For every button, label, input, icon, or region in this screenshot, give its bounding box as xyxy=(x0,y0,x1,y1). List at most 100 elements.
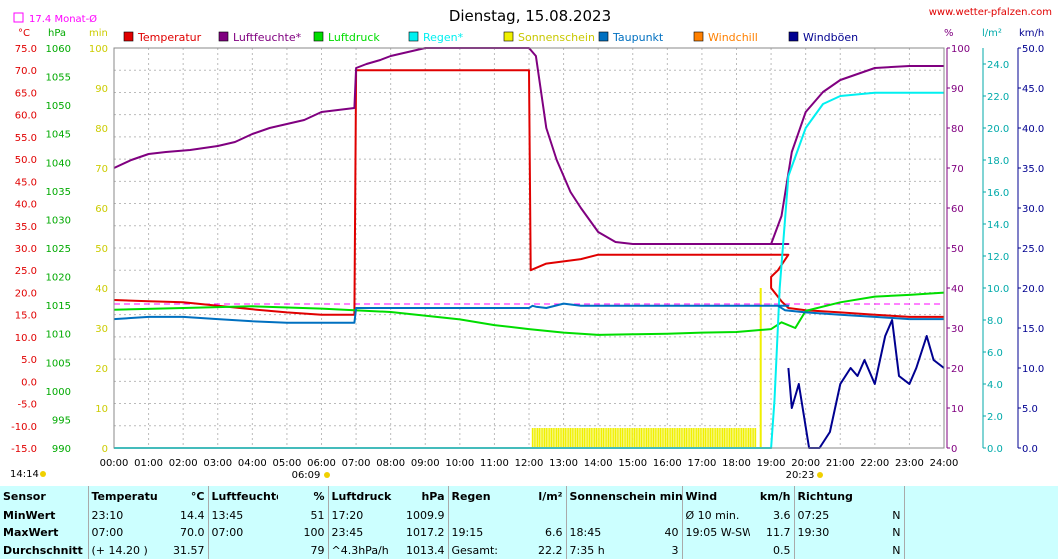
y-tick-label-press: 1035 xyxy=(46,187,71,198)
y-tick-label-rain: 22.0 xyxy=(987,92,1009,103)
dir-time xyxy=(793,541,855,559)
y-tick-label-temp: 70.0 xyxy=(15,66,37,77)
legend-swatch xyxy=(693,31,704,42)
y-tick-label-press: 1020 xyxy=(46,273,71,284)
y-tick-label-pct: 100 xyxy=(951,44,970,55)
y-tick-label-press: 990 xyxy=(52,444,71,455)
x-tick-label: 16:00 xyxy=(653,458,682,469)
y-tick-label-sun: 90 xyxy=(95,84,108,95)
stats-table: Sensor Temperatur °C Luftfeuchte % Luftd… xyxy=(0,486,1058,559)
hdr-press-unit: hPa xyxy=(421,489,445,503)
y-tick-label-temp: -10.0 xyxy=(11,422,37,433)
row-label: MaxWert xyxy=(3,526,59,540)
y-tick-label-press: 1010 xyxy=(46,330,71,341)
legend-label: Taupunkt xyxy=(612,31,664,44)
hum-time xyxy=(207,541,278,559)
x-tick-label: 22:00 xyxy=(860,458,889,469)
y-tick-label-temp: 65.0 xyxy=(15,88,37,99)
x-tick-label: 02:00 xyxy=(169,458,198,469)
stats-row-min: MinWert 23:10 14.4 13:45 51 17:20 1009.9… xyxy=(0,506,1058,525)
x-tick-label: 21:00 xyxy=(826,458,855,469)
rain-time: 19:15 xyxy=(447,524,512,542)
sun-value: 3 xyxy=(671,543,679,557)
weather-chart: Dienstag, 15.08.2023 www.wetter-pfalzen.… xyxy=(10,7,1052,481)
y-tick-label-rain: 20.0 xyxy=(987,124,1009,135)
temp-value: 31.57 xyxy=(173,543,205,557)
dir-time: 19:30 xyxy=(793,524,855,542)
legend-label: Temperatur xyxy=(137,31,202,44)
hum-value: 100 xyxy=(303,526,325,540)
y-tick-label-rain: 16.0 xyxy=(987,188,1009,199)
x-tick-label: 00:00 xyxy=(100,458,129,469)
hdr-temp: Temperatur xyxy=(87,486,158,507)
sunrise-time: 06:09 xyxy=(292,470,321,481)
y-tick-label-rain: 6.0 xyxy=(987,348,1003,359)
hdr-spacer xyxy=(903,486,1058,507)
y-axes: 75.0 70.0 65.0 60.0 55.0 50.0 45.0 40.0 35.0 30.0… xyxy=(11,44,1044,455)
y-tick-label-sun: 30 xyxy=(95,324,108,335)
y-tick-label-temp: 30.0 xyxy=(15,244,37,255)
x-tick-label: 24:00 xyxy=(930,458,959,469)
press-value: 1013.4 xyxy=(406,543,445,557)
y-tick-label-press: 1000 xyxy=(46,387,71,398)
hdr-wind: Wind xyxy=(681,486,751,507)
y-tick-label-wind: 10.0 xyxy=(1022,364,1044,375)
y-tick-label-temp: -15.0 xyxy=(11,444,37,455)
y-tick-label-sun: 60 xyxy=(95,204,108,215)
sunset-time: 20:23 xyxy=(786,470,815,481)
y-tick-label-pct: 70 xyxy=(951,164,964,175)
y-tick-label-temp: 60.0 xyxy=(15,111,37,122)
wind-value: 11.7 xyxy=(766,526,791,540)
y-tick-label-sun: 80 xyxy=(95,124,108,135)
wind-label: 19:05 W-SW xyxy=(681,524,751,542)
y-tick-label-temp: 45.0 xyxy=(15,177,37,188)
y-tick-label-sun: 10 xyxy=(95,404,108,415)
press-time: 23:45 xyxy=(327,524,394,542)
y-tick-label-pct: 80 xyxy=(951,124,964,135)
sun-icon xyxy=(40,471,46,477)
y-tick-label-temp: 35.0 xyxy=(15,222,37,233)
x-tick-label: 15:00 xyxy=(618,458,647,469)
x-axis: 00:00 01:00 02:00 03:00 04:00 05:00 06:00 07:00… xyxy=(100,458,959,469)
legend-swatch xyxy=(218,31,229,42)
hum-time: 13:45 xyxy=(207,506,278,525)
y-tick-label-press: 1050 xyxy=(46,101,71,112)
unit-temp: °C xyxy=(18,28,30,39)
sun-time: 18:45 xyxy=(565,524,632,542)
y-tick-label-wind: 0.0 xyxy=(1022,444,1038,455)
y-tick-label-rain: 8.0 xyxy=(987,316,1003,327)
y-tick-label-temp: 20.0 xyxy=(15,288,37,299)
y-tick-label-wind: 5.0 xyxy=(1022,404,1038,415)
rain-value: 6.6 xyxy=(545,526,563,540)
y-tick-label-rain: 14.0 xyxy=(987,220,1009,231)
x-tick-label: 13:00 xyxy=(549,458,578,469)
x-tick-label: 11:00 xyxy=(480,458,509,469)
y-tick-label-press: 1060 xyxy=(46,44,71,55)
legend-swatch xyxy=(408,31,419,42)
x-tick-label: 06:00 xyxy=(307,458,336,469)
series-line-regen xyxy=(114,91,944,449)
x-tick-label: 19:00 xyxy=(757,458,786,469)
y-tick-label-pct: 0 xyxy=(951,444,957,455)
legend-label: Windchill xyxy=(708,31,758,44)
y-tick-label-press: 995 xyxy=(52,415,71,426)
y-tick-label-rain: 2.0 xyxy=(987,412,1003,423)
x-tick-label: 01:00 xyxy=(134,458,163,469)
y-tick-label-wind: 30.0 xyxy=(1022,204,1044,215)
series-line-taupunkt xyxy=(113,302,944,324)
y-tick-label-pct: 20 xyxy=(951,364,964,375)
temp-time: 07:00 xyxy=(87,524,158,542)
unit-rain: l/m² xyxy=(982,28,1002,39)
y-tick-label-press: 1040 xyxy=(46,158,71,169)
wind-label: Ø 10 min. xyxy=(681,506,751,525)
hdr-wind-unit: km/h xyxy=(759,489,791,503)
y-tick-label-pct: 50 xyxy=(951,244,964,255)
sun-value xyxy=(632,507,682,524)
y-tick-label-wind: 15.0 xyxy=(1022,324,1044,335)
hdr-sun: Sonnenschein min xyxy=(565,486,683,507)
wind-label xyxy=(681,541,751,559)
legend-swatch xyxy=(788,31,799,42)
y-tick-label-sun: 20 xyxy=(95,364,108,375)
y-tick-label-press: 1045 xyxy=(46,130,71,141)
hdr-temp-unit: °C xyxy=(190,489,205,503)
